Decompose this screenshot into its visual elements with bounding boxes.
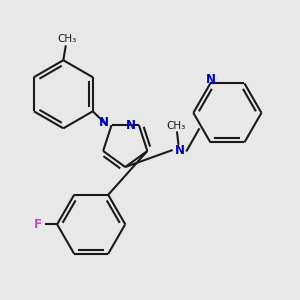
Text: N: N [206,73,216,86]
Text: N: N [99,116,109,129]
Text: N: N [126,119,136,132]
Text: F: F [34,218,42,231]
Text: N: N [174,143,184,157]
Text: CH₃: CH₃ [57,34,77,44]
Text: CH₃: CH₃ [167,121,186,131]
